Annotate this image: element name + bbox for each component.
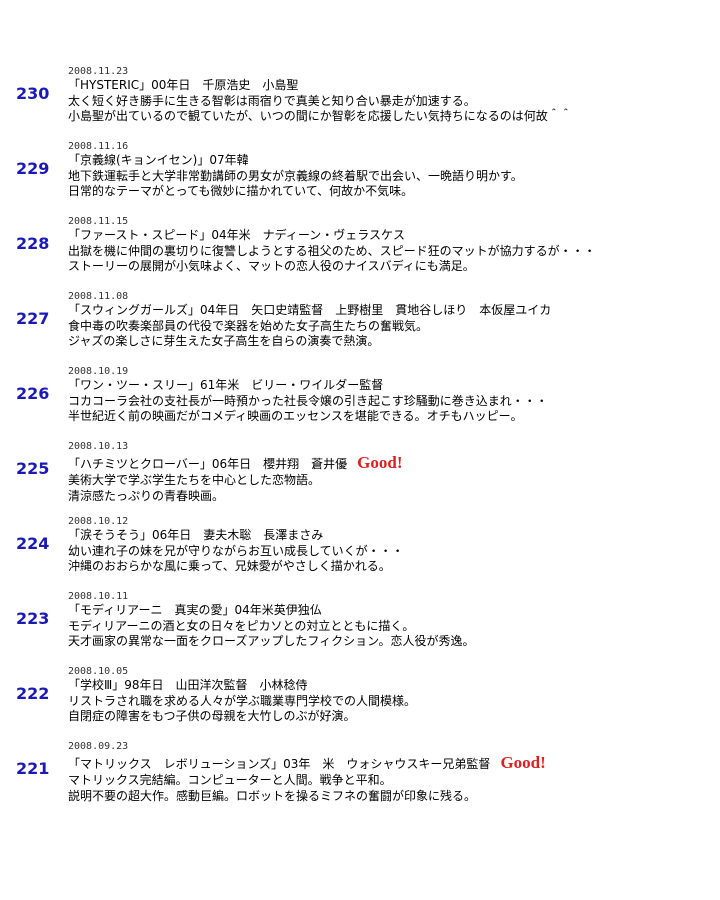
review-number: 226 [16, 384, 50, 403]
review-entry: 226 2008.10.19 「ワン・ツー・スリー」61年米 ビリー・ワイルダー監督… [0, 366, 720, 440]
review-title: 「HYSTERIC」00年日 千原浩史 小島聖 [68, 78, 299, 92]
review-body: 「京義線(キョンイセン)」07年韓 地下鉄運転手と大学非常勤講師の男女が京義線の終… [68, 153, 523, 200]
review-text: マトリックス完結編。コンピューターと人間。戦争と平和。 [68, 773, 392, 787]
review-body: 「涙そうそう」06年日 妻夫木聡 長澤まさみ 幼い連れ子の妹を兄が守りながらお互い… [68, 528, 404, 575]
review-title-line: 「学校Ⅲ」98年日 山田洋次監督 小林稔侍 [68, 678, 416, 694]
review-number: 229 [16, 159, 50, 178]
review-title-line: 「スウィングガールズ」04年日 矢口史靖監督 上野樹里 貫地谷しほり 本仮屋ユイ… [68, 303, 551, 319]
review-entry: 229 2008.11.16 「京義線(キョンイセン)」07年韓 地下鉄運転手と大学非… [0, 141, 720, 215]
review-title: 「スウィングガールズ」04年日 矢口史靖監督 上野樹里 貫地谷しほり 本仮屋ユイ… [68, 303, 552, 317]
review-number: 225 [16, 459, 50, 478]
review-text: 地下鉄運転手と大学非常勤講師の男女が京義線の終着駅で出会い、一晩語り明かす。 [68, 168, 523, 183]
review-title: 「マトリックス レボリューションズ」03年 米 ウォシャウスキー兄弟監督 [68, 757, 491, 771]
review-title: 「涙そうそう」06年日 妻夫木聡 長澤まさみ [68, 528, 324, 542]
review-body: 「モディリアーニ 真実の愛」04年米英伊独仏 モディリアーニの酒と女の日々をピカソ… [68, 603, 474, 650]
review-text: 小島聖が出ているので観ていたが、いつの間にか智彰を応援したい気持ちになるのは何故… [68, 109, 572, 123]
review-title-line: 「ワン・ツー・スリー」61年米 ビリー・ワイルダー監督 [68, 378, 548, 394]
review-text: ストーリーの展開が小気味よく、マットの恋人役のナイスバディにも満足。 [68, 259, 475, 273]
good-badge: Good! [357, 453, 403, 472]
review-text: 説明不要の超大作。感動巨編。ロボットを操るミフネの奮闘が印象に残る。 [68, 788, 477, 803]
review-date: 2008.11.16 [68, 141, 129, 152]
review-date: 2008.11.08 [68, 291, 129, 302]
review-body: 「ファースト・スピード」04年米 ナディーン・ヴェラスケス 出獄を機に仲間の裏切り… [68, 228, 596, 275]
review-date: 2008.10.11 [68, 591, 129, 602]
good-badge: Good! [500, 753, 546, 772]
review-date: 2008.09.23 [68, 741, 129, 752]
review-text: モディリアーニの酒と女の日々をピカソとの対立とともに描く。 [68, 618, 415, 633]
review-title: 「ワン・ツー・スリー」61年米 ビリー・ワイルダー監督 [68, 378, 384, 392]
review-text: ジャズの楽しさに芽生えた女子高生を自らの演奏で熱演。 [68, 334, 380, 348]
review-title-line: 「モディリアーニ 真実の愛」04年米英伊独仏 [68, 603, 474, 619]
review-number: 223 [16, 609, 50, 628]
review-title-line: 「マトリックス レボリューションズ」03年 米 ウォシャウスキー兄弟監督 Good… [68, 753, 546, 773]
review-text: 幼い連れ子の妹を兄が守りながらお互い成長していくが・・・ [68, 543, 404, 558]
review-number: 222 [16, 684, 50, 703]
review-entry: 222 2008.10.05 「学校Ⅲ」98年日 山田洋次監督 小林稔侍 リストラされ… [0, 666, 720, 740]
review-title: 「学校Ⅲ」98年日 山田洋次監督 小林稔侍 [68, 678, 308, 692]
review-entry: 230 2008.11.23 「HYSTERIC」00年日 千原浩史 小島聖 太く短く… [0, 66, 720, 140]
review-body: 「ハチミツとクローバー」06年日 櫻井翔 蒼井優 Good! 美術大学で学ぶ学生たち… [68, 453, 403, 504]
review-text: 沖縄のおおらかな風に乗って、兄妹愛がやさしく描かれる。 [68, 559, 391, 573]
review-body: 「HYSTERIC」00年日 千原浩史 小島聖 太く短く好き勝手に生きる智彰は雨宿… [68, 78, 572, 125]
review-date: 2008.10.12 [68, 516, 129, 527]
review-date: 2008.10.19 [68, 366, 129, 377]
review-title-line: 「ハチミツとクローバー」06年日 櫻井翔 蒼井優 Good! [68, 453, 403, 473]
review-body: 「ワン・ツー・スリー」61年米 ビリー・ワイルダー監督 コカコーラ会社の支社長が一… [68, 378, 548, 425]
review-title: 「ファースト・スピード」04年米 ナディーン・ヴェラスケス [68, 228, 405, 242]
review-text: 美術大学で学ぶ学生たちを中心とした恋物語。 [68, 473, 321, 487]
review-title-line: 「ファースト・スピード」04年米 ナディーン・ヴェラスケス [68, 228, 596, 244]
review-entry: 221 2008.09.23 「マトリックス レボリューションズ」03年 米 ウォシ… [0, 741, 720, 815]
review-text: 食中毒の吹奏楽部員の代役で楽器を始めた女子高生たちの奮戦気。 [68, 318, 429, 333]
review-body: 「スウィングガールズ」04年日 矢口史靖監督 上野樹里 貫地谷しほり 本仮屋ユイ… [68, 303, 551, 350]
review-number: 227 [16, 309, 50, 328]
review-text: リストラされ職を求める人々が学ぶ職業専門学校での人間模様。 [68, 693, 417, 708]
review-title-line: 「京義線(キョンイセン)」07年韓 [68, 153, 523, 169]
review-text: 自閉症の障害をもつ子供の母親を大竹しのぶが好演。 [68, 709, 356, 723]
review-text: コカコーラ会社の支社長が一時預かった社長令嬢の引き起こす珍騒動に巻き込まれ・・・ [68, 393, 548, 408]
review-number: 228 [16, 234, 50, 253]
review-text: 半世紀近く前の映画だがコメディ映画のエッセンスを堪能できる。オチもハッピー。 [68, 409, 523, 423]
review-text: 天才画家の異常な一面をクローズアップしたフィクション。恋人役が秀逸。 [68, 634, 475, 648]
review-text: 清涼感たっぷりの青春映画。 [68, 488, 225, 503]
review-body: 「マトリックス レボリューションズ」03年 米 ウォシャウスキー兄弟監督 Good… [68, 753, 546, 804]
review-title: 「京義線(キョンイセン)」07年韓 [68, 153, 249, 167]
review-text: 出獄を機に仲間の裏切りに復讐しようとする祖父のため、スピード狂のマットが協力する… [68, 243, 596, 258]
review-title: 「ハチミツとクローバー」06年日 櫻井翔 蒼井優 [68, 457, 348, 471]
review-body: 「学校Ⅲ」98年日 山田洋次監督 小林稔侍 リストラされ職を求める人々が学ぶ職業専… [68, 678, 416, 725]
review-entry: 224 2008.10.12 「涙そうそう」06年日 妻夫木聡 長澤まさみ 幼い連れ子… [0, 516, 720, 590]
review-entry: 223 2008.10.11 「モディリアーニ 真実の愛」04年米英伊独仏 モディリア… [0, 591, 720, 665]
review-title-line: 「HYSTERIC」00年日 千原浩史 小島聖 [68, 78, 572, 94]
review-title-line: 「涙そうそう」06年日 妻夫木聡 長澤まさみ [68, 528, 404, 544]
review-entry: 227 2008.11.08 「スウィングガールズ」04年日 矢口史靖監督 上野樹里… [0, 291, 720, 365]
review-number: 230 [16, 84, 50, 103]
review-date: 2008.10.05 [68, 666, 129, 677]
review-text: 日常的なテーマがとっても微妙に描かれていて、何故か不気味。 [68, 184, 414, 198]
review-date: 2008.11.23 [68, 66, 129, 77]
review-number: 221 [16, 759, 50, 778]
review-text: 太く短く好き勝手に生きる智彰は雨宿りで真美と知り合い暴走が加速する。 [68, 93, 476, 108]
review-entry: 228 2008.11.15 「ファースト・スピード」04年米 ナディーン・ヴェラス… [0, 216, 720, 290]
review-date: 2008.10.13 [68, 441, 129, 452]
review-entry: 225 2008.10.13 「ハチミツとクローバー」06年日 櫻井翔 蒼井優 Goo… [0, 441, 720, 515]
review-title: 「モディリアーニ 真実の愛」04年米英伊独仏 [68, 603, 322, 617]
review-date: 2008.11.15 [68, 216, 129, 227]
review-number: 224 [16, 534, 50, 553]
